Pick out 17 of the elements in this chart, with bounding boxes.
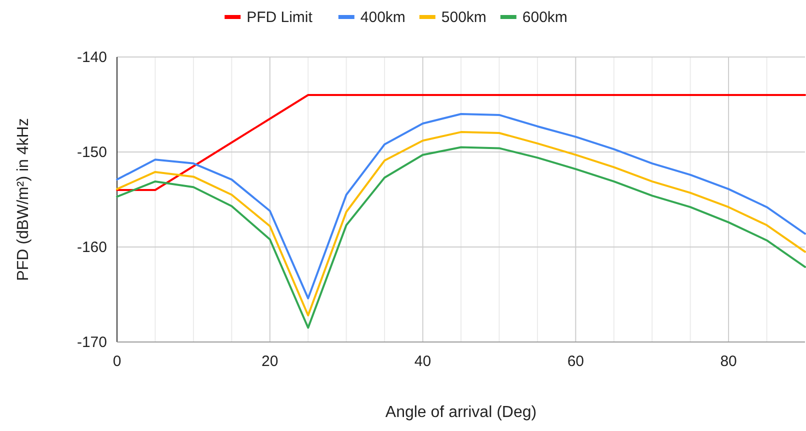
y-axis-title: PFD (dBW/m²) in 4kHz (15, 118, 32, 281)
legend-label: PFD Limit (246, 9, 314, 26)
y-tick-label: -160 (76, 239, 107, 256)
line-series (116, 113, 806, 300)
x-tick-label: 60 (567, 353, 584, 370)
line-series (116, 94, 806, 191)
x-tick-label: 40 (414, 353, 432, 370)
x-tick-label: 0 (112, 353, 122, 370)
x-tick-label: 80 (720, 353, 737, 370)
legend-label: 500km (441, 9, 486, 26)
y-tick-label: -150 (76, 144, 107, 161)
x-tick-label: 20 (262, 353, 278, 370)
legend-label: 600km (522, 9, 568, 26)
legend-label: 400km (360, 9, 406, 26)
x-axis-title: Angle of arrival (Deg) (385, 404, 537, 421)
y-tick-label: -140 (76, 49, 107, 66)
y-tick-label: -170 (76, 334, 107, 351)
